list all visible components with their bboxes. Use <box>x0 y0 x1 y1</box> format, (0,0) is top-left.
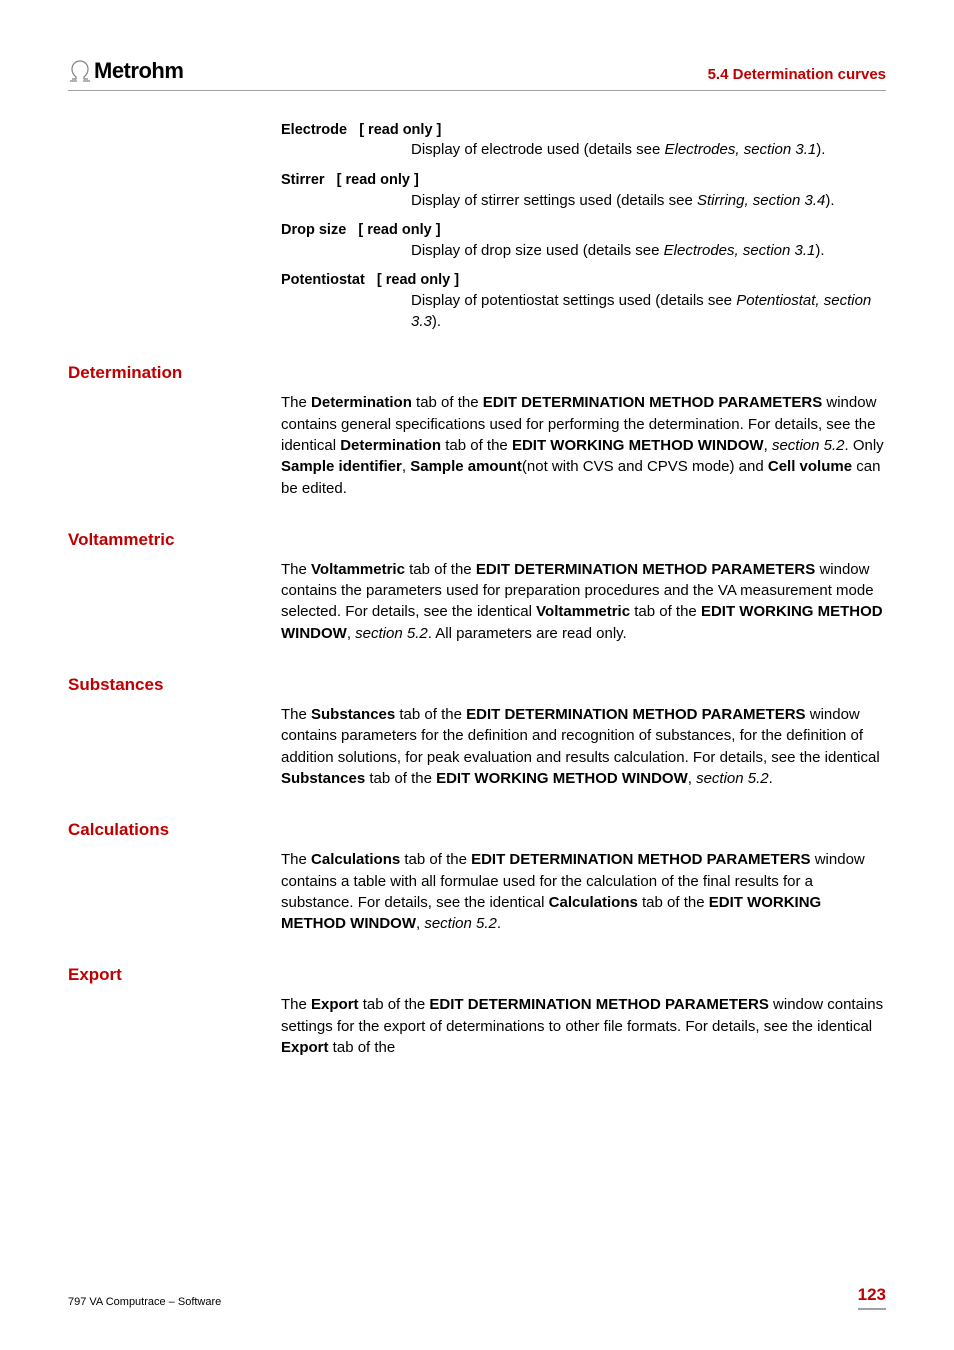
section-heading: Determination <box>68 360 281 498</box>
param-description: Display of drop size used (details see E… <box>411 241 886 262</box>
param-potentiostat: Potentiostat [ read only ] Display of po… <box>68 271 886 332</box>
param-heading: Electrode [ read only ] <box>281 121 886 141</box>
section-determination: Determination The Determination tab of t… <box>68 360 886 498</box>
page-header: Metrohm 5.4 Determination curves <box>68 56 886 91</box>
section-heading: Substances <box>68 672 281 789</box>
param-heading: Drop size [ read only ] <box>281 221 886 241</box>
page-footer: 797 VA Computrace – Software 123 <box>68 1284 886 1310</box>
section-calculations: Calculations The Calculations tab of the… <box>68 817 886 934</box>
section-heading: Export <box>68 962 281 1058</box>
page-content: Electrode [ read only ] Display of elect… <box>68 121 886 1059</box>
footer-left: 797 VA Computrace – Software <box>68 1295 221 1310</box>
param-heading: Potentiostat [ read only ] <box>281 271 886 291</box>
section-body: The Export tab of the EDIT DETERMINATION… <box>281 962 886 1058</box>
page-number: 123 <box>858 1284 886 1310</box>
section-body: The Voltammetric tab of the EDIT DETERMI… <box>281 527 886 644</box>
section-export: Export The Export tab of the EDIT DETERM… <box>68 962 886 1058</box>
section-body: The Substances tab of the EDIT DETERMINA… <box>281 672 886 789</box>
omega-icon <box>68 60 92 82</box>
section-body: The Determination tab of the EDIT DETERM… <box>281 360 886 498</box>
param-description: Display of electrode used (details see E… <box>411 140 886 161</box>
param-description: Display of stirrer settings used (detail… <box>411 191 886 212</box>
param-description: Display of potentiostat settings used (d… <box>411 291 886 332</box>
brand-logo: Metrohm <box>68 56 183 86</box>
section-substances: Substances The Substances tab of the EDI… <box>68 672 886 789</box>
param-electrode: Electrode [ read only ] Display of elect… <box>68 121 886 161</box>
param-heading: Stirrer [ read only ] <box>281 171 886 191</box>
param-drop-size: Drop size [ read only ] Display of drop … <box>68 221 886 261</box>
header-section-title: 5.4 Determination curves <box>708 65 886 85</box>
section-voltammetric: Voltammetric The Voltammetric tab of the… <box>68 527 886 644</box>
section-heading: Voltammetric <box>68 527 281 644</box>
param-stirrer: Stirrer [ read only ] Display of stirrer… <box>68 171 886 211</box>
brand-name: Metrohm <box>94 56 183 86</box>
section-body: The Calculations tab of the EDIT DETERMI… <box>281 817 886 934</box>
section-heading: Calculations <box>68 817 281 934</box>
